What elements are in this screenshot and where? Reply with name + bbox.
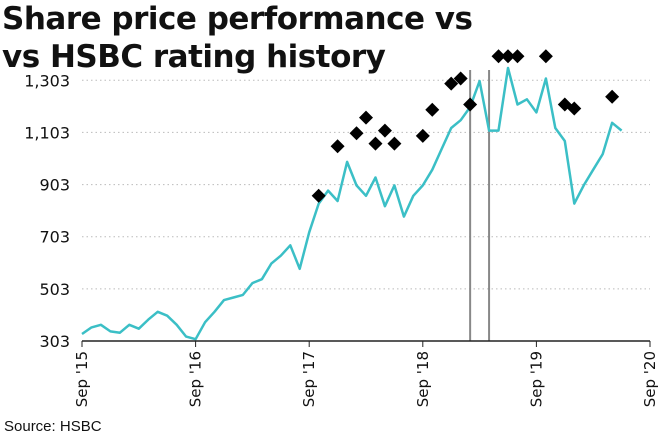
grid xyxy=(82,79,650,290)
y-tick-label-0: 303 xyxy=(39,332,70,351)
y-tick-label-5: 1,303 xyxy=(24,71,70,90)
rating-marker-13 xyxy=(501,49,515,64)
rating-marker-18 xyxy=(605,89,620,104)
y-tick-label-3: 903 xyxy=(39,176,70,195)
rating-marker-7 xyxy=(415,128,430,143)
y-tick-label-4: 1,103 xyxy=(24,123,70,142)
rating-marker-17 xyxy=(567,101,582,116)
y-axis-ticks: 303 503 703 903 1,103 1,303 xyxy=(24,71,70,351)
y-tick-label-1: 503 xyxy=(39,280,70,299)
x-tick-label-0: Sep '15 xyxy=(73,351,91,407)
chart-title-line1: Share price performance vs xyxy=(2,1,473,37)
x-axis-ticks: Sep '15 Sep '16 Sep '17 Sep '18 Sep '19 Sep '… xyxy=(73,341,659,407)
chart-title: Share price performance vs vs HSBC ratin… xyxy=(2,0,652,76)
rating-marker-2 xyxy=(349,126,364,141)
rating-change-lines xyxy=(469,70,491,341)
share-price-line xyxy=(81,66,623,341)
rating-marker-14 xyxy=(510,49,525,64)
y-tick-label-2: 703 xyxy=(39,228,70,247)
series-group xyxy=(81,66,623,341)
rating-marker-0 xyxy=(311,188,326,203)
x-tick-label-5: Sep '20 xyxy=(641,351,659,407)
x-tick-label-2: Sep '17 xyxy=(300,351,318,407)
rating-marker-8 xyxy=(425,102,440,117)
rating-marker-4 xyxy=(368,136,383,151)
rating-marker-3 xyxy=(359,110,373,125)
rating-marker-11 xyxy=(463,97,478,112)
x-tick-label-3: Sep '18 xyxy=(414,351,432,407)
rating-marker-9 xyxy=(444,76,459,91)
rating-markers xyxy=(311,49,620,203)
rating-marker-10 xyxy=(453,71,468,86)
rating-marker-12 xyxy=(491,49,506,64)
rating-marker-15 xyxy=(538,49,553,64)
rating-marker-5 xyxy=(377,123,392,138)
x-tick-label-4: Sep '19 xyxy=(527,351,545,407)
x-tick-label-1: Sep '16 xyxy=(187,351,205,407)
chart-title-line2: vs HSBC rating history xyxy=(2,39,386,75)
rating-marker-1 xyxy=(330,139,345,154)
source-note: Source: HSBC xyxy=(4,418,102,435)
rating-marker-6 xyxy=(387,136,402,151)
